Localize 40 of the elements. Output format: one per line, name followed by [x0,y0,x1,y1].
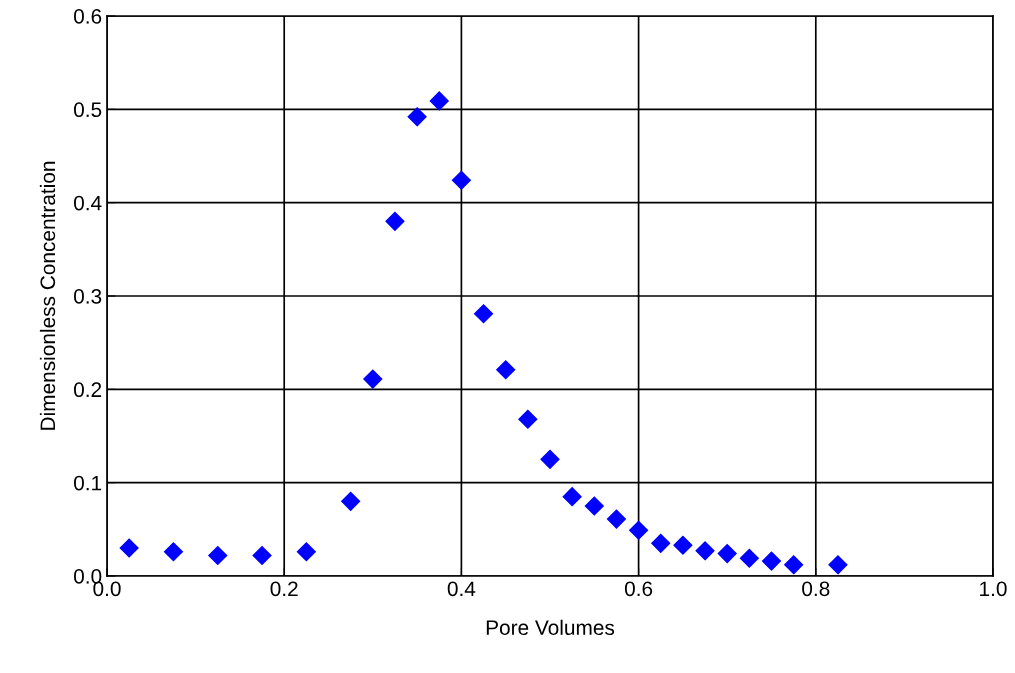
y-tick-label: 0.2 [73,382,102,398]
point [695,541,715,561]
point [717,544,737,564]
y-tick-label: 0.1 [73,475,102,491]
x-tick-label: 1.0 [980,581,1007,597]
point [629,520,649,540]
point [119,538,139,558]
point [407,107,427,127]
y-tick-label: 0.5 [73,102,102,118]
point [739,548,759,568]
x-tick-label: 0.6 [624,581,653,597]
point [429,91,449,111]
y-tick-label: 0.4 [73,195,102,211]
point [673,535,693,555]
x-axis-title: Pore Volumes [486,619,615,636]
point [651,533,671,553]
y-tick-label: 0.6 [73,9,102,24]
point [385,211,405,231]
point [828,555,848,575]
point [208,545,228,566]
point [562,487,582,507]
point [252,545,272,566]
point [761,551,782,571]
point [540,449,560,469]
x-tick-label: 0.4 [447,581,476,597]
point [163,542,183,562]
x-tick-label: 0.2 [270,581,298,597]
x-tick-label: 0.8 [802,581,830,597]
point [606,509,626,529]
point [341,491,361,511]
point [496,360,516,380]
point [451,170,471,190]
y-axis-title: Dimensionless Concentration [39,161,56,430]
point [518,409,538,429]
y-tick-label: 0.3 [73,289,102,304]
point [296,542,316,562]
point [474,304,494,324]
point [784,555,804,575]
point [363,369,383,389]
point [584,496,604,516]
